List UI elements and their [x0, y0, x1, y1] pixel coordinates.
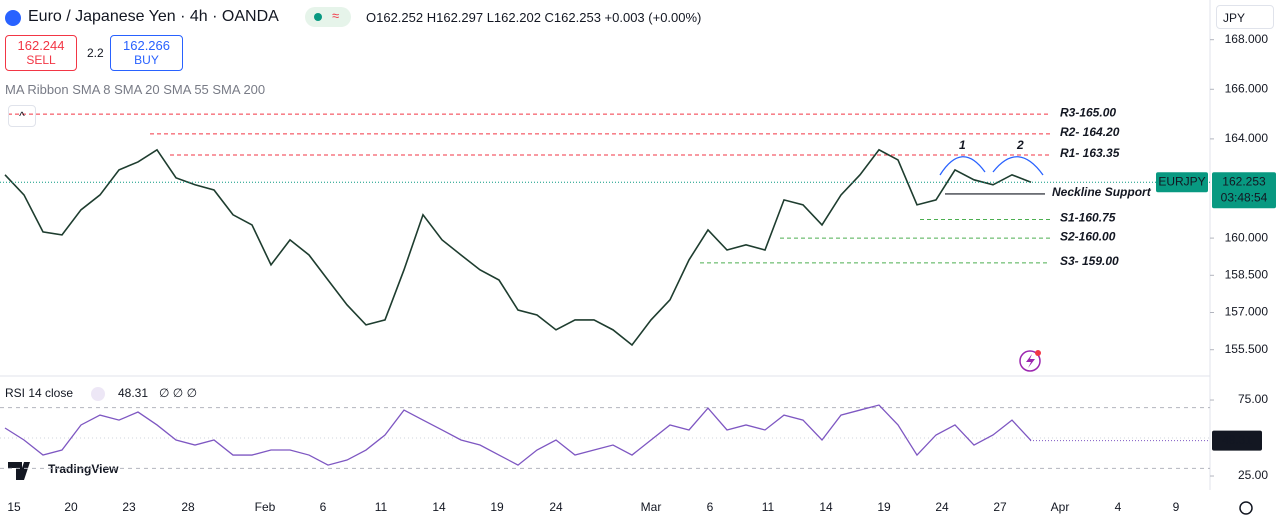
rsi-nulls: ∅ ∅ ∅	[159, 386, 197, 400]
annotation: 2	[1016, 138, 1024, 152]
alert-dot	[1035, 350, 1041, 356]
currency-button[interactable]: JPY	[1216, 5, 1274, 29]
x-tick-label: 19	[490, 500, 504, 514]
symbol-tag-label: EURJPY	[1158, 174, 1205, 188]
y-tick-label: 168.000	[1225, 32, 1269, 46]
buy-label: BUY	[134, 53, 159, 67]
x-tick-label: 11	[375, 500, 388, 514]
symbol-tag	[1156, 172, 1208, 193]
indicator-legend: MA Ribbon SMA 8 SMA 20 SMA 55 SMA 200	[5, 82, 266, 97]
sell-button[interactable]: 162.244 SELL	[5, 35, 77, 71]
countdown: 03:48:54	[1221, 190, 1268, 204]
price-line	[4, 148, 1032, 347]
sell-label: SELL	[26, 53, 56, 67]
symbol-title: Euro / Japanese Yen · 4h · OANDA	[28, 8, 279, 25]
x-tick-label: 27	[993, 500, 1007, 514]
rsi-title: RSI 14 close	[5, 386, 73, 400]
x-tick-label: 20	[64, 500, 78, 514]
x-tick-label: 23	[122, 500, 136, 514]
x-tick-label: Feb	[255, 500, 276, 514]
rsi-icon	[91, 387, 105, 401]
x-tick-label: Apr	[1051, 500, 1070, 514]
alert-icon-bolt	[1026, 354, 1035, 368]
y-tick-label: 25.00	[1238, 468, 1268, 482]
x-tick-label: 14	[432, 500, 446, 514]
ohlc: O162.252 H162.297 L162.202 C162.253 +0.0…	[366, 10, 702, 25]
y-tick-label: 75.00	[1238, 392, 1268, 406]
last-value-tag	[1212, 430, 1262, 451]
x-tick-label: 9	[1173, 500, 1180, 514]
last-price-tag	[1212, 172, 1276, 209]
level-label: Neckline Support	[1052, 185, 1152, 199]
x-tick-label: 4	[1115, 500, 1122, 514]
y-tick-label: 155.500	[1225, 342, 1269, 356]
x-tick-label: 19	[877, 500, 891, 514]
rsi-readout: 48.31	[118, 386, 148, 400]
level-label: S2-160.00	[1060, 229, 1116, 243]
brand-logo	[8, 462, 30, 480]
x-tick-label: 15	[7, 500, 21, 514]
x-tick-label: Mar	[641, 500, 662, 514]
x-tick-label: 24	[935, 500, 949, 514]
y-tick-label: 157.000	[1225, 305, 1269, 319]
level-label: R2- 164.20	[1060, 125, 1120, 139]
collapse-button[interactable]: ^	[8, 105, 36, 127]
level-label: R3-165.00	[1060, 105, 1116, 119]
annotation: 1	[959, 138, 966, 152]
pattern-arc	[939, 156, 986, 176]
spread: 2.2	[87, 46, 104, 60]
sell-price: 162.244	[17, 38, 65, 53]
level-label: R1- 163.35	[1060, 146, 1120, 160]
last-value-label: 48.31	[1222, 433, 1252, 447]
x-tick-label: 11	[762, 500, 775, 514]
level-label: S1-160.75	[1060, 211, 1116, 225]
pattern-arc	[992, 156, 1044, 176]
x-tick-label: 6	[707, 500, 714, 514]
settings-icon[interactable]	[1239, 501, 1253, 515]
buy-price: 162.266	[123, 38, 170, 53]
level-label: S3- 159.00	[1060, 254, 1119, 268]
alert-icon[interactable]	[1019, 350, 1041, 372]
x-tick-label: 24	[549, 500, 563, 514]
y-tick-label: 166.000	[1225, 81, 1269, 95]
x-tick-label: 28	[181, 500, 195, 514]
brand: TradingView	[48, 462, 119, 476]
y-tick-label: 160.000	[1225, 230, 1269, 244]
rsi-line	[4, 404, 1032, 466]
y-tick-label: 158.500	[1225, 267, 1269, 281]
x-tick-label: 6	[320, 500, 327, 514]
market-status[interactable]: ≈	[305, 7, 351, 27]
symbol-icon	[5, 10, 21, 26]
x-tick-label: 14	[819, 500, 833, 514]
y-tick-label: 164.000	[1225, 131, 1269, 145]
buy-button[interactable]: 162.266 BUY	[110, 35, 183, 71]
last-price-label: 162.253	[1222, 174, 1266, 188]
